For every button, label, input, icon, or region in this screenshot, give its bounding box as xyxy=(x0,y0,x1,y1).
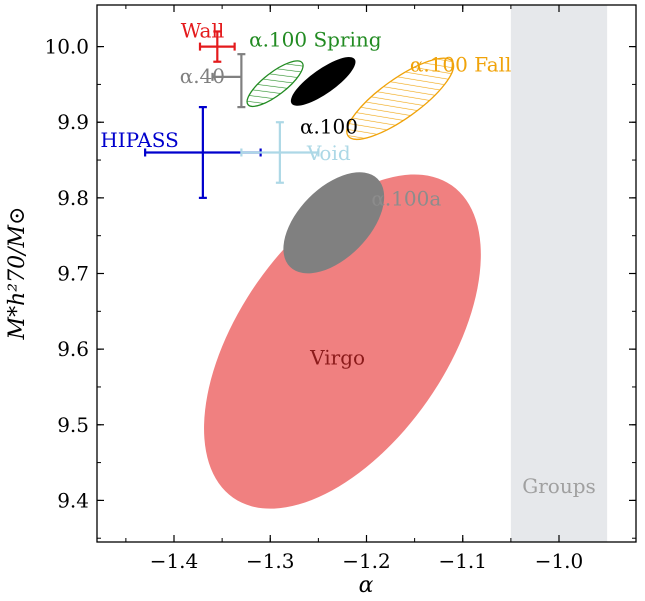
y-tick-label: 9.6 xyxy=(57,337,89,361)
points-layer xyxy=(144,30,320,199)
y-tick-label: 9.5 xyxy=(57,413,89,437)
x-tick-label: −1.0 xyxy=(535,549,584,573)
ellipse-virgo xyxy=(204,174,481,509)
y-tick-label: 10.0 xyxy=(44,35,89,59)
x-tick-label: −1.3 xyxy=(246,549,295,573)
y-tick-label: 9.8 xyxy=(57,186,89,210)
bands-layer xyxy=(510,5,608,542)
ellipse-alpha-100-spring xyxy=(246,60,304,108)
ticks-layer: −1.4 −1.3 −1.2 −1.1 −1.0 9.4 9.5 9.6 9.7 9.8 9.9 10… xyxy=(44,5,636,573)
label-hipass: HIPASS xyxy=(100,128,178,152)
label-alpha-40: α.40 xyxy=(180,64,225,88)
ellipses-layer xyxy=(204,57,481,509)
x-tick-label: −1.1 xyxy=(438,549,487,573)
y-tick-label: 9.7 xyxy=(57,262,89,286)
y-tick-label: 9.9 xyxy=(57,110,89,134)
label-alpha-100: α.100 xyxy=(300,115,358,139)
label-wall: Wall xyxy=(181,19,225,43)
labels-layer: Groups Virgo α.100a α.100 Spring α.100 α.100 … xyxy=(100,19,595,498)
ellipse-alpha-100a xyxy=(283,172,385,274)
x-tick-label: −1.2 xyxy=(342,549,391,573)
label-alpha-100-fall: α.100 Fall xyxy=(410,53,512,77)
label-virgo: Virgo xyxy=(309,345,365,369)
x-tick-label: −1.4 xyxy=(150,549,199,573)
label-alpha-100-spring: α.100 Spring xyxy=(249,28,382,52)
label-alpha-100a: α.100a xyxy=(371,186,441,210)
ellipse-alpha-100 xyxy=(290,57,356,106)
point-wall xyxy=(198,30,236,63)
band-label-groups: Groups xyxy=(522,474,596,498)
y-tick-label: 9.4 xyxy=(57,488,89,512)
label-void: Void xyxy=(306,141,351,165)
ellipse-alpha-100-fall xyxy=(346,57,455,141)
point-alpha-40 xyxy=(211,53,246,109)
point-void xyxy=(240,121,320,184)
x-axis-label: α xyxy=(359,573,374,598)
band-groups xyxy=(510,5,608,542)
y-axis-label: M*h²70/M⊙ xyxy=(5,207,30,341)
